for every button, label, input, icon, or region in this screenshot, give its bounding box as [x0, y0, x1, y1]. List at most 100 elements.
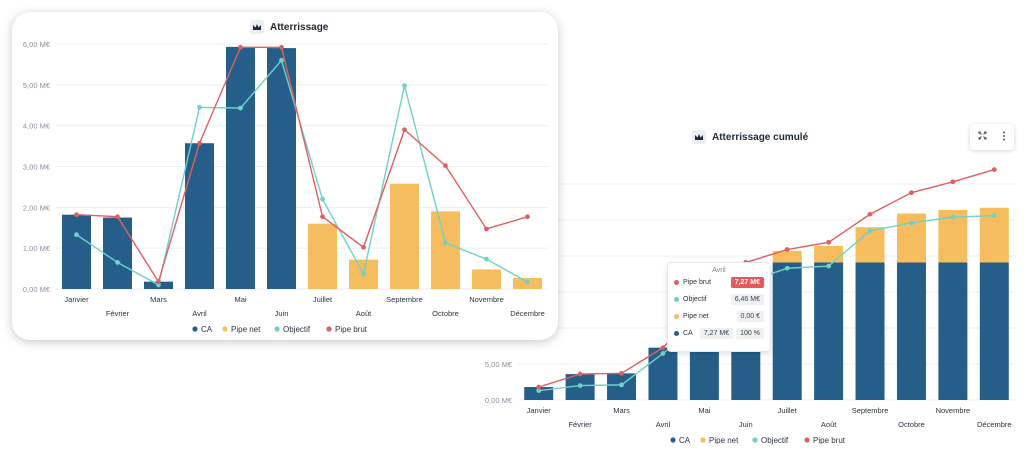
bar-pipe-net: [814, 245, 844, 263]
tooltip-value: 7,27 M€: [699, 328, 734, 339]
point-objectif: [115, 260, 120, 265]
pipe-brut-dot-icon: [674, 280, 679, 285]
bar-pipe-net: [431, 211, 460, 289]
x-tick-label: Avril: [192, 309, 207, 318]
x-tick-label: Septembre: [386, 295, 423, 304]
y-tick-label: 0,00 M€: [23, 285, 51, 294]
x-tick-label: Janvier: [64, 295, 89, 304]
bar-ca: [185, 143, 214, 289]
point-pipe-brut: [991, 167, 997, 172]
point-objectif: [826, 263, 832, 269]
y-tick-label: 4,00 M€: [23, 122, 51, 131]
chart-tooltip: Avril Pipe brut 7,27 M€ Objectif 6,46 M€…: [667, 262, 771, 352]
point-pipe-brut: [867, 211, 873, 217]
point-objectif: [577, 383, 583, 388]
tooltip-percent: 100 %: [736, 328, 764, 339]
point-pipe-brut: [402, 127, 407, 133]
ca-dot-icon: [674, 331, 679, 336]
point-pipe-brut: [577, 371, 583, 377]
legend-label: Pipe brut: [813, 436, 846, 445]
tooltip-value: 7,27 M€: [730, 277, 764, 288]
point-objectif: [784, 265, 790, 271]
x-tick-label: Juin: [739, 420, 753, 429]
bar-ca: [267, 48, 296, 290]
point-pipe-brut: [279, 44, 284, 50]
bar-pipe-net: [772, 250, 802, 263]
x-tick-label: Octobre: [432, 309, 459, 318]
x-tick-label: Avril: [656, 420, 671, 429]
tooltip-value: 6,46 M€: [730, 294, 764, 305]
legend-marker-pipe-brut: [804, 437, 810, 443]
point-pipe-brut: [361, 244, 366, 250]
point-pipe-brut: [320, 214, 325, 220]
point-pipe-brut: [197, 140, 202, 146]
bar-ca: [648, 347, 678, 400]
bar-pipe-net: [390, 183, 419, 289]
point-objectif: [238, 105, 243, 111]
pipe-net-dot-icon: [674, 314, 679, 319]
point-objectif: [320, 196, 325, 202]
point-pipe-brut: [484, 226, 489, 232]
x-tick-label: Juillet: [778, 406, 798, 415]
x-tick-label: Février: [106, 309, 130, 318]
legend-marker-pipe-net: [700, 437, 706, 443]
y-tick-label: 0,00 M€: [485, 396, 513, 405]
line-pipe-brut: [76, 46, 528, 284]
y-tick-label: 6,00 M€: [23, 40, 51, 49]
y-tick-label: 2,00 M€: [23, 203, 51, 212]
point-pipe-brut: [525, 214, 530, 220]
bar-ca: [896, 262, 926, 400]
x-tick-label: Août: [821, 420, 837, 429]
tooltip-row-pipe-net: Pipe net 0,00 €: [668, 308, 770, 325]
x-tick-label: Mai: [698, 406, 710, 415]
legend-label: CA: [679, 436, 691, 445]
legend-label: CA: [201, 325, 213, 334]
crown-icon: [692, 130, 706, 144]
x-tick-label: Mars: [150, 295, 167, 304]
legend-label: Pipe brut: [335, 325, 368, 334]
point-pipe-brut: [619, 370, 624, 376]
bar-ca: [62, 214, 91, 289]
legend-label: Objectif: [761, 436, 789, 445]
monthly-chart: 0,00 M€ 1,00 M€ 2,00 M€ 3,00 M€ 4,00 M€ 5,00 …: [23, 40, 548, 334]
monthly-chart-card: Atterrissage 0,00 M€ 1,00 M€ 2,00 M€ 3,00 M…: [12, 12, 558, 340]
monthly-chart-title: Atterrissage: [270, 21, 329, 33]
x-tick-label: Février: [568, 420, 592, 429]
legend-label: Pipe net: [231, 325, 261, 334]
point-objectif: [361, 271, 366, 277]
x-tick-label: Novembre: [469, 295, 504, 304]
tooltip-value: 0,00 €: [736, 311, 764, 322]
x-tick-label: Novembre: [936, 406, 971, 415]
y-tick-label: 5,00 M€: [23, 81, 51, 90]
x-tick-label: Juillet: [313, 295, 333, 304]
x-tick-label: Juin: [275, 309, 289, 318]
point-objectif: [279, 57, 284, 63]
point-objectif: [402, 83, 407, 89]
cumulative-chart-title: Atterrissage cumulé: [712, 131, 809, 143]
bar-ca: [938, 262, 968, 400]
tooltip-row-ca: CA 7,27 M€ 100 %: [668, 325, 770, 342]
point-objectif: [74, 232, 79, 238]
legend-label: Objectif: [283, 325, 311, 334]
more-vertical-icon[interactable]: [1002, 131, 1006, 144]
point-objectif: [950, 214, 956, 220]
bar-pipe-net: [472, 269, 501, 289]
expand-icon[interactable]: [978, 131, 987, 143]
line-pipe-brut: [538, 168, 995, 388]
point-objectif: [991, 213, 997, 219]
point-pipe-brut: [826, 239, 832, 245]
tooltip-row-objectif: Objectif 6,46 M€: [668, 291, 770, 308]
x-tick-label: Mai: [234, 295, 246, 304]
point-pipe-brut: [950, 179, 956, 185]
point-pipe-brut: [784, 247, 790, 252]
x-tick-label: Août: [356, 309, 372, 318]
y-tick-label: 1,00 M€: [23, 244, 51, 253]
objectif-dot-icon: [674, 297, 679, 302]
bar-ca: [226, 46, 255, 289]
point-pipe-brut: [74, 212, 79, 218]
bar-ca: [103, 217, 132, 289]
point-pipe-brut: [238, 44, 243, 50]
crown-icon: [250, 20, 264, 34]
y-tick-label: 5,00 M€: [485, 360, 513, 369]
cumulative-chart-title-row: Atterrissage cumulé: [692, 130, 808, 144]
